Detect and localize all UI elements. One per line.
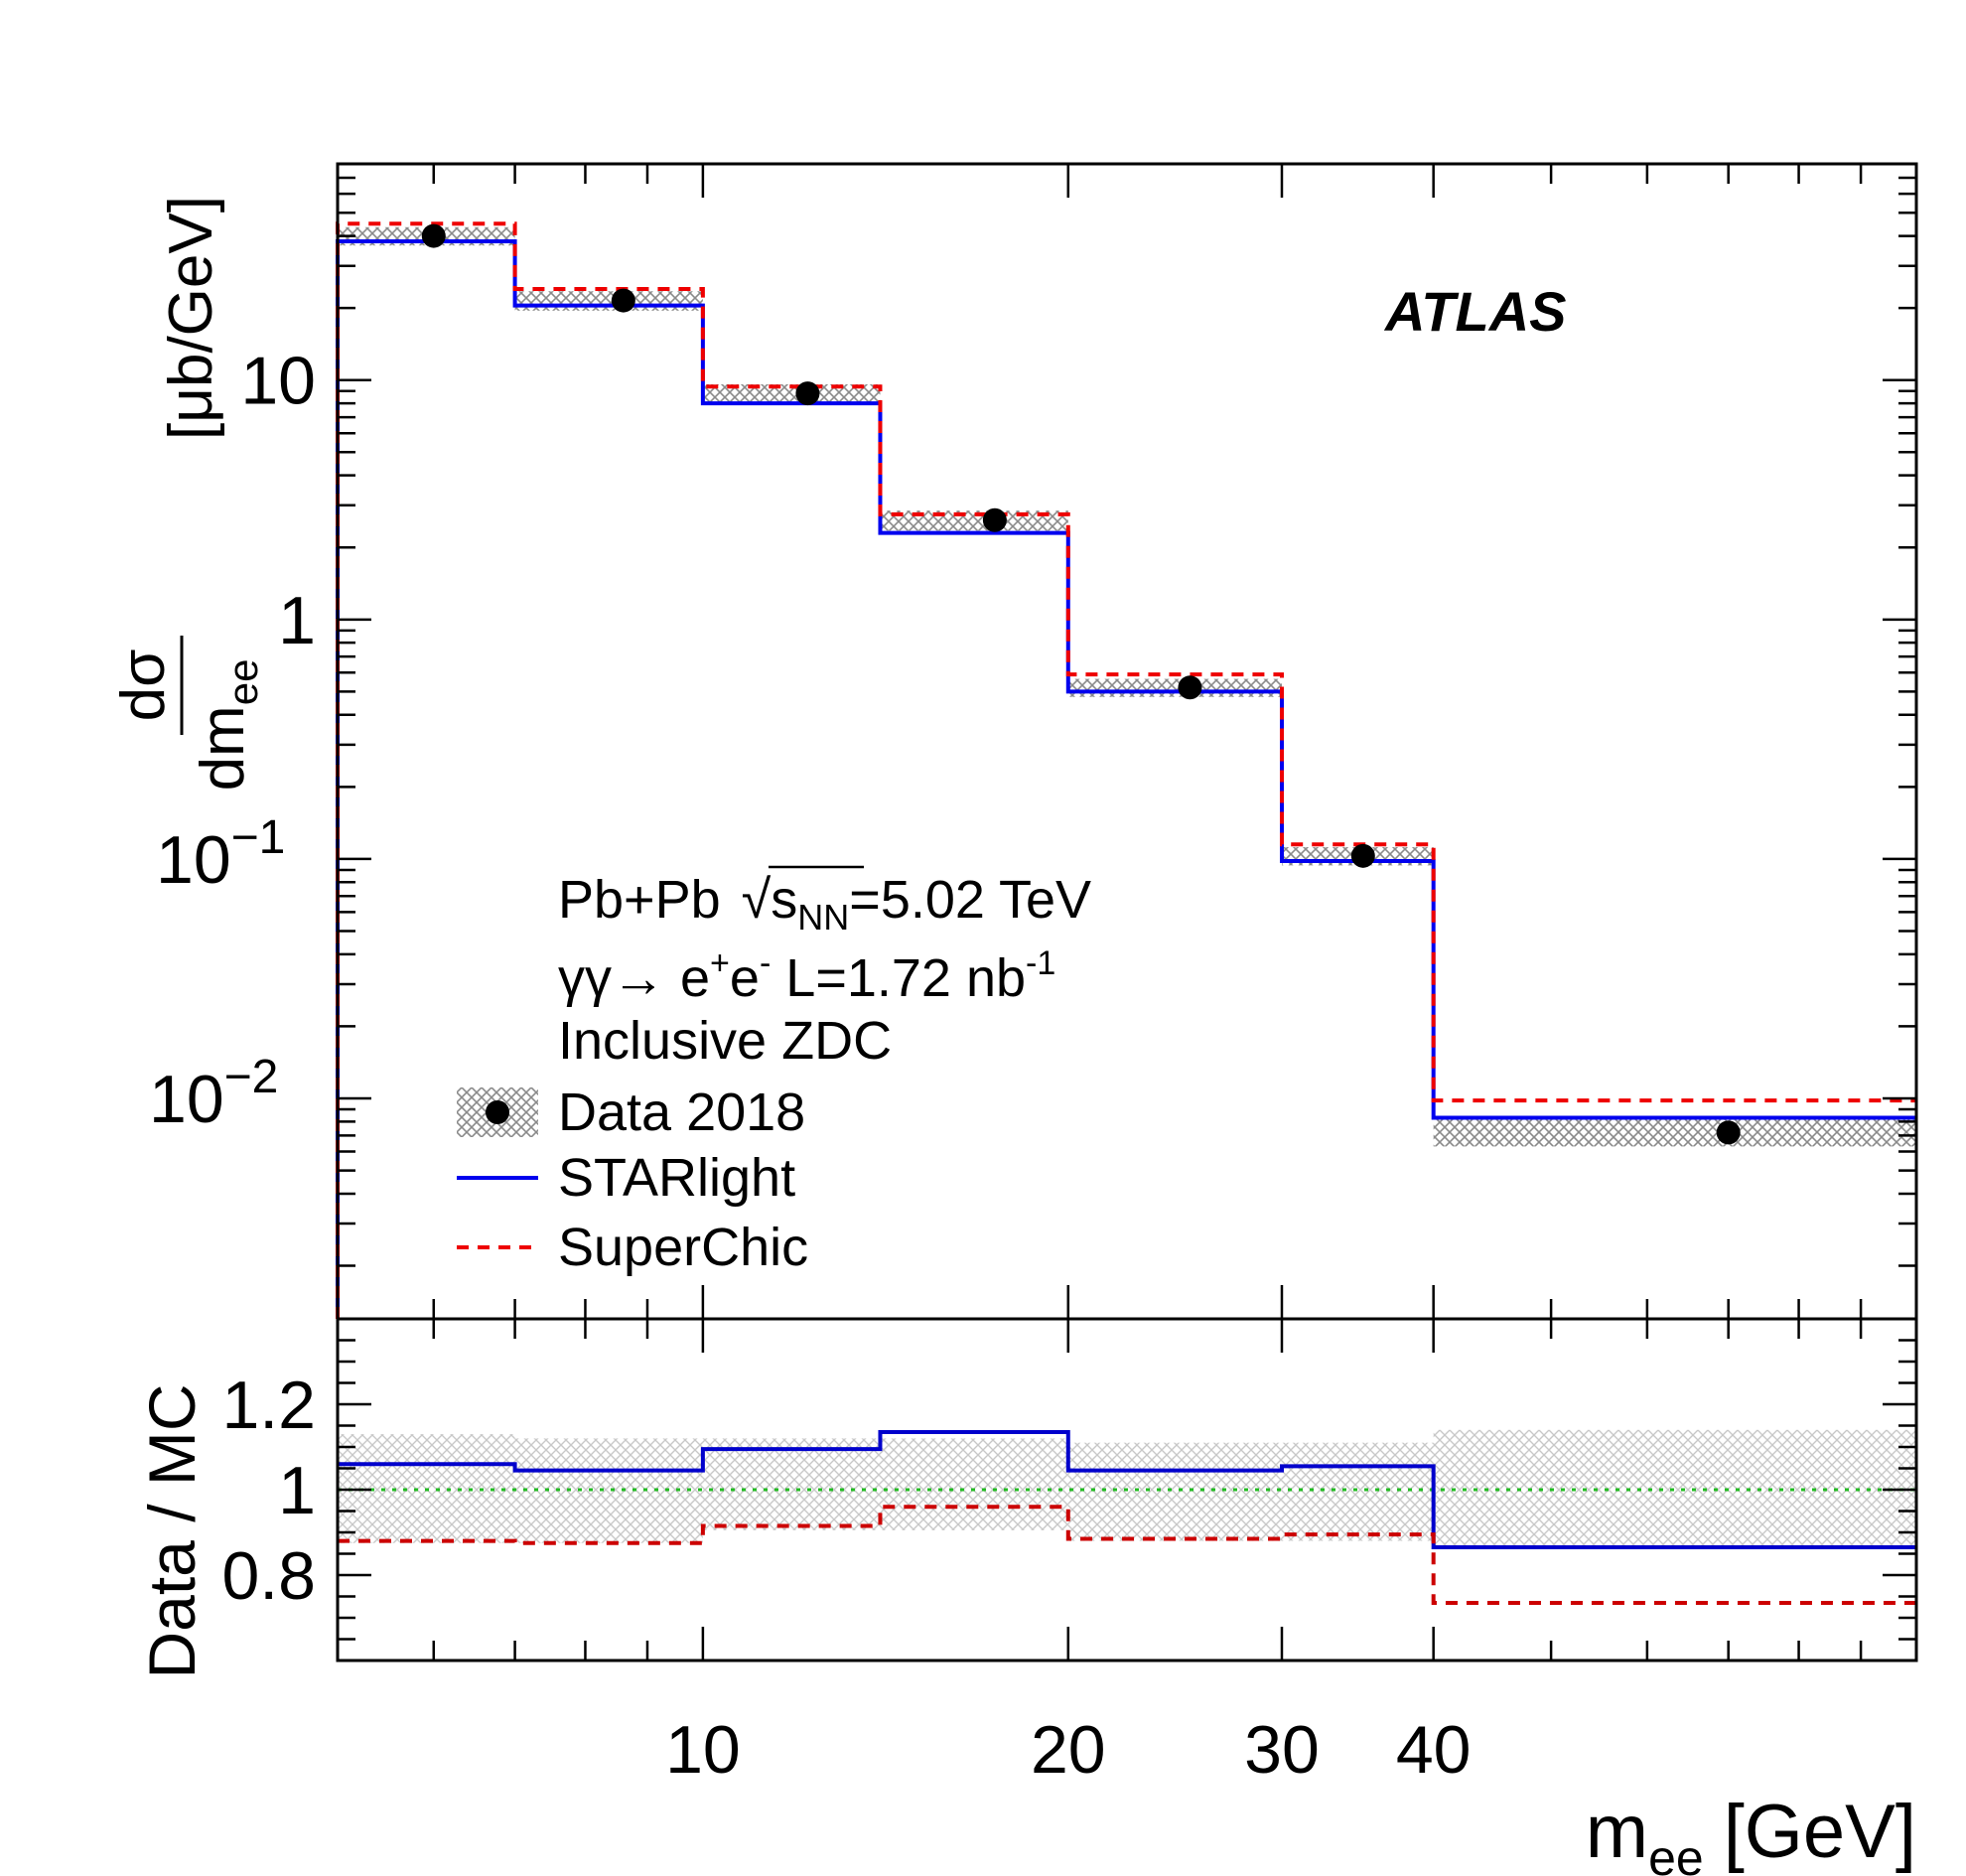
y-tick-label-10: 10: [240, 344, 316, 419]
y-title-unit: [μb/GeV]: [157, 196, 225, 440]
legend-label-superchic: SuperChic: [558, 1218, 808, 1277]
data-band-bin-1: [514, 291, 703, 311]
ratio-tick-label-1: 1: [278, 1453, 316, 1528]
legend-label-starlight: STARlight: [558, 1148, 795, 1208]
x-axis-title: mee [GeV]: [1586, 1790, 1916, 1876]
ratio-tick-label-0.8: 0.8: [221, 1538, 316, 1614]
x-tick-label-20: 20: [1031, 1712, 1106, 1788]
ratio-band-bin-1: [514, 1438, 703, 1543]
ratio-starlight-line: [338, 1429, 1916, 1550]
ratio-panel: [336, 1317, 1918, 1662]
data-band-bin-4: [1067, 678, 1282, 697]
legend: Data 2018 STARlight SuperChic: [457, 1082, 808, 1277]
data-point-0: [421, 223, 446, 248]
ratio-y-ticks: [338, 1339, 1916, 1641]
annotation-text: Pb+Pb √sNN=5.02 TeV γγ→ e+e- L=1.72 nb-1…: [558, 865, 1091, 1071]
ratio-band-bin-3: [880, 1438, 1068, 1530]
main-y-ticks: [338, 162, 1916, 1267]
data-point-2: [795, 381, 820, 406]
y-tick-label-0.01: 10−2: [149, 1051, 278, 1137]
atlas-label: ATLAS: [1383, 280, 1567, 343]
legend-data-marker: [486, 1100, 509, 1124]
data-point-1: [611, 288, 635, 313]
main-y-axis-title: dσ dmee [μb/GeV]: [109, 196, 266, 791]
ratio-tick-label-1.2: 1.2: [221, 1368, 316, 1443]
x-tick-labels: 10 20 30 40: [665, 1712, 1471, 1788]
data-band-bin-6: [1433, 1118, 1916, 1147]
annotation-selection: Inclusive ZDC: [558, 1011, 892, 1071]
data-point-4: [1178, 675, 1202, 700]
data-systematic-bands: [338, 226, 1916, 1147]
x-tick-label-40: 40: [1396, 1712, 1472, 1788]
data-point-3: [982, 507, 1007, 532]
annotation-collision: Pb+Pb √sNN=5.02 TeV: [558, 870, 1091, 938]
ratio-band-bin-6: [1433, 1429, 1916, 1545]
x-tick-label-10: 10: [665, 1712, 741, 1788]
y-title-denominator: dmee: [189, 659, 266, 792]
data-points: [421, 223, 1741, 1145]
annotation-process: γγ→ e+e- L=1.72 nb-1: [558, 944, 1055, 1008]
ratio-x-ticks: [432, 1319, 1863, 1660]
data-point-6: [1716, 1120, 1741, 1145]
starlight-step-line: [336, 238, 1916, 1319]
main-panel: [336, 162, 1918, 1321]
main-x-ticks: [432, 164, 1863, 1319]
ratio-band-bin-4: [1067, 1442, 1282, 1541]
y-tick-label-0.1: 10−1: [156, 811, 285, 898]
main-y-tick-labels: 10 1: [240, 344, 316, 658]
legend-label-data: Data 2018: [558, 1082, 805, 1142]
ratio-histograms: [338, 1429, 1916, 1605]
ratio-band-bin-2: [702, 1438, 881, 1530]
ratio-y-tick-labels: 1.2 1 0.8: [221, 1368, 316, 1614]
ratio-superchic-line: [338, 1505, 1916, 1605]
data-point-5: [1350, 843, 1375, 868]
ratio-band-bin-5: [1281, 1442, 1434, 1541]
superchic-step-line: [336, 221, 1916, 1319]
y-title-numerator: dσ: [109, 649, 178, 722]
data-band-bin-2: [702, 384, 881, 404]
x-tick-label-30: 30: [1244, 1712, 1320, 1788]
main-y-tick-labels-exp: 10−1 10−2: [149, 811, 285, 1137]
ratio-y-axis-title: Data / MC: [135, 1383, 209, 1678]
ratio-uncertainty-band: [338, 1429, 1916, 1545]
prediction-histograms: [336, 221, 1916, 1319]
y-tick-label-1: 1: [278, 583, 316, 658]
